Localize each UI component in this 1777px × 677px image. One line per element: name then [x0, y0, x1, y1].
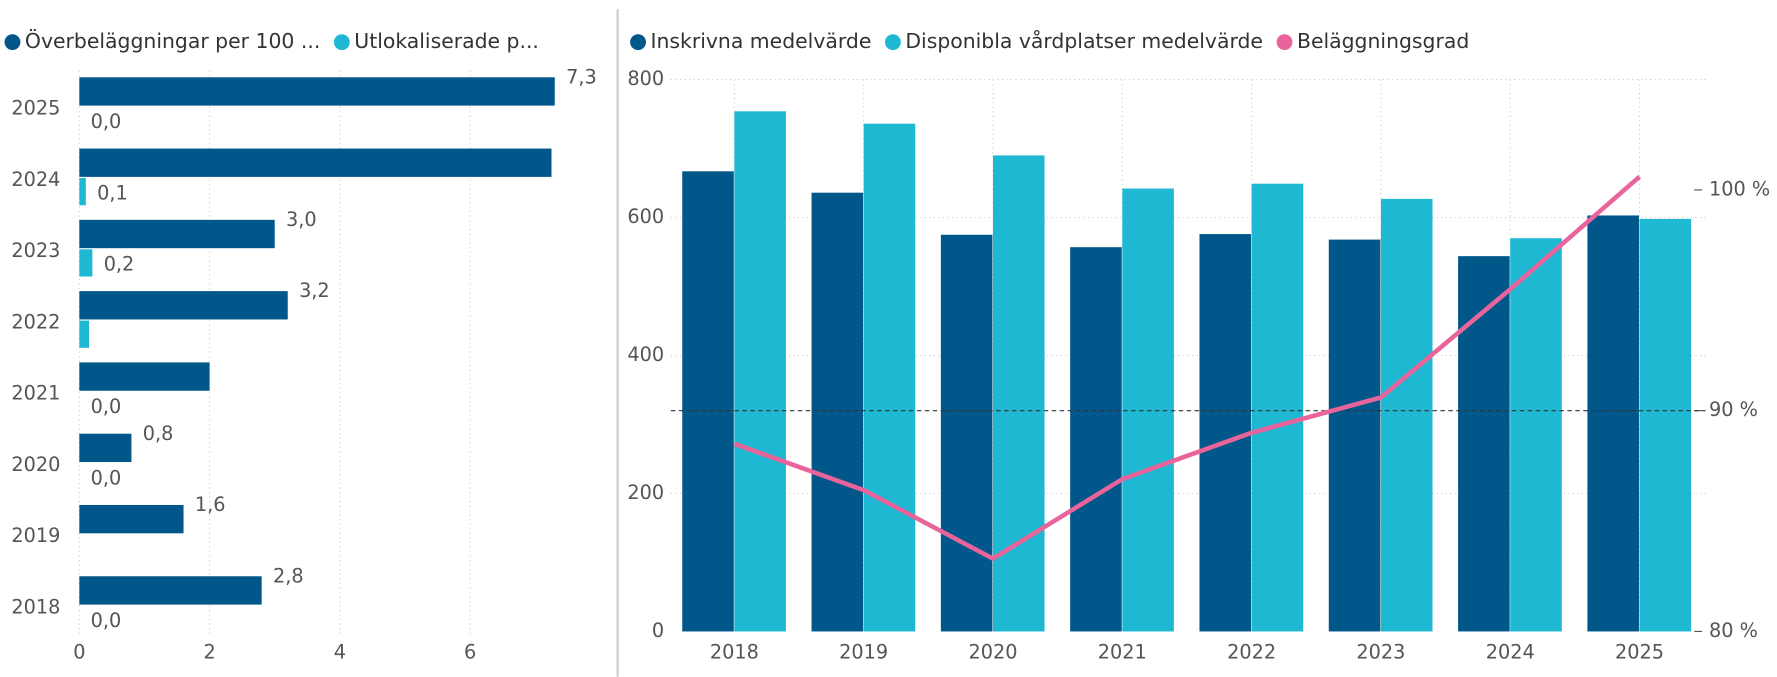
y-tick-label: 2019: [11, 524, 60, 547]
legend-marker: [4, 34, 21, 51]
bar: [79, 433, 132, 463]
bar: [79, 362, 210, 391]
bar: [1587, 215, 1639, 632]
bar: [79, 320, 90, 348]
bar: [992, 155, 1045, 632]
line: [733, 174, 1642, 561]
x-tick-label: 2018: [710, 640, 759, 663]
legend-label: Utlokaliserade p...: [354, 29, 539, 53]
value-label: 3,0: [286, 208, 317, 231]
x-tick-label: 0: [73, 640, 85, 663]
x-tick-label: 4: [334, 640, 346, 663]
y2-tick-label: 90 %: [1709, 398, 1758, 421]
value-label: 0,0: [91, 609, 122, 632]
bar: [79, 249, 93, 277]
value-label: 2,8: [273, 564, 304, 587]
value-label: 0,8: [143, 422, 174, 445]
x-tick-label: 2020: [968, 640, 1017, 663]
x-tick-label: 6: [464, 640, 476, 663]
legend-marker: [630, 34, 646, 51]
value-label: 0,0: [91, 395, 122, 418]
bar: [79, 504, 184, 534]
bar: [1639, 218, 1692, 632]
bar: [79, 219, 275, 249]
bar: [1199, 234, 1252, 632]
bar: [734, 111, 786, 632]
x-tick-label: 2021: [1098, 640, 1147, 663]
y-tick-label: 2023: [11, 239, 60, 262]
bar: [79, 77, 555, 106]
bar: [79, 178, 86, 206]
bar: [682, 171, 734, 632]
bar: [1070, 247, 1122, 632]
y-tick-label: 800: [627, 67, 664, 90]
x-tick-label: 2022: [1227, 640, 1276, 663]
legend-label: Inskrivna medelvärde: [651, 29, 872, 53]
bar: [1510, 238, 1562, 632]
y-tick-label: 2021: [11, 382, 60, 405]
y-tick-label: 2018: [11, 595, 60, 618]
legend-marker: [884, 34, 901, 51]
legend-label: Överbeläggningar per 100 ...: [25, 28, 320, 53]
value-label: 0,0: [91, 467, 122, 490]
bar: [1380, 198, 1433, 632]
legend-label: Beläggningsgrad: [1297, 29, 1469, 53]
value-label: 7,3: [566, 65, 597, 88]
legend-marker: [1276, 34, 1293, 51]
y-tick-label: 2025: [11, 97, 60, 120]
legend-marker: [333, 34, 350, 51]
value-label: 0,2: [104, 253, 135, 276]
value-label: 1,6: [195, 493, 226, 516]
y-tick-label: 2020: [11, 453, 60, 476]
bar: [863, 123, 916, 632]
y-tick-label: 600: [627, 205, 664, 228]
x-tick-label: 2025: [1615, 640, 1664, 663]
bar: [1251, 183, 1304, 632]
y-tick-label: 2024: [11, 168, 60, 191]
y-tick-label: 2022: [11, 310, 60, 333]
bar: [1328, 239, 1381, 632]
x-tick-label: 2019: [839, 640, 888, 663]
bar: [811, 192, 864, 632]
value-label: 0,1: [97, 181, 128, 204]
x-tick-label: 2023: [1356, 640, 1405, 663]
y2-tick-label: 100 %: [1709, 177, 1770, 200]
bar: [79, 291, 288, 320]
value-label: 3,2: [299, 279, 330, 302]
bar: [1458, 256, 1510, 632]
bar: [1122, 188, 1174, 632]
x-tick-label: 2024: [1486, 640, 1535, 663]
y-tick-label: 400: [627, 343, 664, 366]
value-label: 0,0: [91, 110, 122, 133]
legend-label: Disponibla vårdplatser medelvärde: [905, 28, 1263, 53]
y-tick-label: 200: [627, 481, 664, 504]
bar: [79, 148, 552, 177]
x-tick-label: 2: [203, 640, 215, 663]
y-tick-label: 0: [652, 619, 664, 642]
bar: [79, 576, 262, 605]
y2-tick-label: 80 %: [1709, 619, 1758, 642]
bar: [940, 234, 993, 632]
